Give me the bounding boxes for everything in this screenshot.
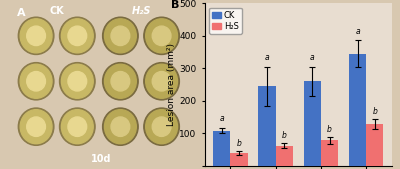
Bar bbox=[366, 124, 384, 166]
Ellipse shape bbox=[111, 117, 130, 136]
Ellipse shape bbox=[104, 19, 136, 53]
Text: a: a bbox=[355, 27, 360, 35]
Ellipse shape bbox=[18, 17, 54, 54]
Text: b: b bbox=[236, 139, 242, 148]
Text: B: B bbox=[171, 0, 179, 10]
Ellipse shape bbox=[104, 64, 136, 98]
Y-axis label: Lesion area (mm²): Lesion area (mm²) bbox=[167, 43, 176, 126]
Ellipse shape bbox=[20, 64, 52, 98]
Bar bbox=[230, 153, 248, 166]
Text: a: a bbox=[310, 53, 315, 62]
Ellipse shape bbox=[68, 26, 87, 46]
Bar bbox=[321, 140, 338, 166]
Ellipse shape bbox=[68, 117, 87, 136]
Text: b: b bbox=[327, 125, 332, 134]
Text: 10d: 10d bbox=[92, 154, 112, 164]
Text: a: a bbox=[265, 53, 270, 62]
Ellipse shape bbox=[60, 17, 95, 54]
Ellipse shape bbox=[61, 110, 93, 144]
Ellipse shape bbox=[144, 63, 179, 100]
Ellipse shape bbox=[102, 63, 138, 100]
Ellipse shape bbox=[18, 108, 54, 145]
Ellipse shape bbox=[146, 64, 178, 98]
Ellipse shape bbox=[146, 110, 178, 144]
Ellipse shape bbox=[60, 108, 95, 145]
Ellipse shape bbox=[111, 26, 130, 46]
Bar bbox=[349, 54, 366, 166]
Text: a: a bbox=[220, 114, 224, 123]
Ellipse shape bbox=[152, 71, 171, 91]
Ellipse shape bbox=[20, 110, 52, 144]
Ellipse shape bbox=[102, 108, 138, 145]
Text: b: b bbox=[372, 107, 377, 116]
Ellipse shape bbox=[60, 63, 95, 100]
Ellipse shape bbox=[144, 108, 179, 145]
Legend: CK, H₂S: CK, H₂S bbox=[209, 8, 242, 34]
Text: H₂S: H₂S bbox=[131, 6, 151, 17]
Bar bbox=[276, 146, 293, 166]
Bar bbox=[258, 86, 276, 166]
Ellipse shape bbox=[68, 71, 87, 91]
Ellipse shape bbox=[111, 71, 130, 91]
Bar bbox=[213, 131, 230, 166]
Ellipse shape bbox=[18, 63, 54, 100]
Text: CK: CK bbox=[49, 6, 64, 17]
Ellipse shape bbox=[20, 19, 52, 53]
Ellipse shape bbox=[27, 117, 46, 136]
Text: b: b bbox=[282, 131, 287, 140]
Text: A: A bbox=[17, 8, 26, 18]
Ellipse shape bbox=[152, 117, 171, 136]
Ellipse shape bbox=[27, 71, 46, 91]
Ellipse shape bbox=[61, 64, 93, 98]
Ellipse shape bbox=[152, 26, 171, 46]
Ellipse shape bbox=[61, 19, 93, 53]
Ellipse shape bbox=[144, 17, 179, 54]
Bar bbox=[304, 81, 321, 166]
Ellipse shape bbox=[27, 26, 46, 46]
Ellipse shape bbox=[104, 110, 136, 144]
Ellipse shape bbox=[102, 17, 138, 54]
Ellipse shape bbox=[146, 19, 178, 53]
